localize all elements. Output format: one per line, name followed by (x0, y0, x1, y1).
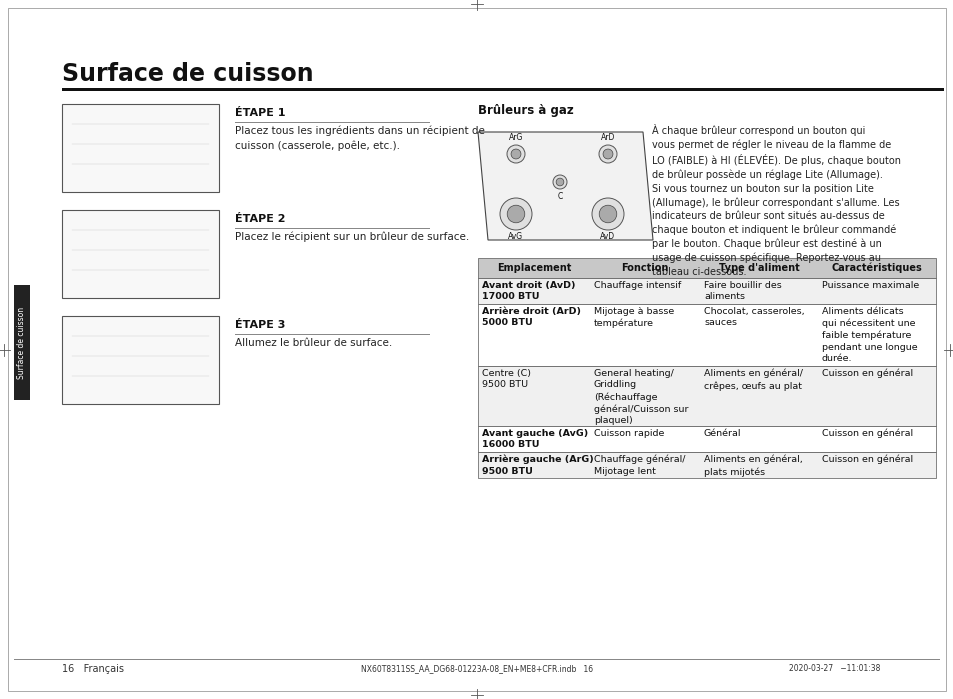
Text: Arrière gauche (ArG)
9500 BTU: Arrière gauche (ArG) 9500 BTU (481, 455, 593, 476)
Bar (234, 334, 430, 335)
Text: AvD: AvD (599, 232, 615, 241)
Text: ÉTAPE 2: ÉTAPE 2 (234, 214, 285, 224)
Bar (62, 210, 219, 298)
Bar (234, 228, 430, 229)
Text: AvG: AvG (508, 232, 523, 241)
Circle shape (507, 206, 524, 223)
Text: Placez tous les ingrédients dans un récipient de
cuisson (casserole, poêle, etc.: Placez tous les ingrédients dans un réci… (234, 126, 484, 151)
Bar (477, 304, 935, 366)
Text: Cuisson en général: Cuisson en général (821, 455, 912, 465)
Text: Chauffage général/
Mijotage lent: Chauffage général/ Mijotage lent (594, 455, 685, 476)
Bar (477, 258, 935, 278)
Text: Avant droit (AvD)
17000 BTU: Avant droit (AvD) 17000 BTU (481, 281, 575, 301)
Text: ArG: ArG (508, 133, 522, 142)
Text: Puissance maximale: Puissance maximale (821, 281, 919, 290)
Text: 2020-03-27   −11:01:38: 2020-03-27 −11:01:38 (788, 664, 879, 673)
Circle shape (602, 149, 613, 159)
Circle shape (598, 145, 617, 163)
Text: Fonction: Fonction (620, 263, 668, 273)
Text: Mijotage à basse
température: Mijotage à basse température (594, 307, 674, 328)
Circle shape (592, 198, 623, 230)
Text: Aliments en général,
plats mijotés: Aliments en général, plats mijotés (703, 455, 801, 477)
Bar (477, 278, 935, 304)
Bar (477, 366, 935, 426)
Bar (14, 659, 939, 660)
Text: Cuisson rapide: Cuisson rapide (594, 429, 663, 438)
Circle shape (511, 149, 520, 159)
Text: Brûleurs à gaz: Brûleurs à gaz (477, 104, 573, 117)
Bar (62, 104, 219, 192)
Text: Allumez le brûleur de surface.: Allumez le brûleur de surface. (234, 338, 392, 348)
Text: General heating/
Griddling
(Réchauffage
général/Cuisson sur
plaquel): General heating/ Griddling (Réchauffage … (594, 369, 688, 425)
Circle shape (598, 206, 617, 223)
Bar (477, 452, 935, 478)
Bar (14, 285, 30, 400)
Circle shape (506, 145, 524, 163)
Text: Type d'aliment: Type d'aliment (718, 263, 799, 273)
Text: Surface de cuisson: Surface de cuisson (17, 306, 27, 379)
Text: Caractéristiques: Caractéristiques (831, 263, 922, 273)
Text: ÉTAPE 3: ÉTAPE 3 (234, 320, 285, 330)
Bar (62, 88, 943, 91)
Circle shape (553, 175, 566, 189)
Text: Arrière droit (ArD)
5000 BTU: Arrière droit (ArD) 5000 BTU (481, 307, 580, 327)
Text: Aliments délicats
qui nécessitent une
faible température
pendant une longue
duré: Aliments délicats qui nécessitent une fa… (821, 307, 917, 363)
Text: Placez le récipient sur un brûleur de surface.: Placez le récipient sur un brûleur de su… (234, 232, 469, 243)
Circle shape (556, 178, 563, 186)
Text: Chocolat, casseroles,
sauces: Chocolat, casseroles, sauces (703, 307, 803, 327)
Text: Cuisson en général: Cuisson en général (821, 369, 912, 378)
Text: À chaque brûleur correspond un bouton qui
vous permet de régler le niveau de la : À chaque brûleur correspond un bouton qu… (651, 124, 900, 277)
Text: ÉTAPE 1: ÉTAPE 1 (234, 108, 285, 118)
Text: C: C (557, 192, 562, 201)
Bar (62, 316, 219, 404)
Polygon shape (477, 132, 652, 240)
Text: NX60T8311SS_AA_DG68-01223A-08_EN+ME8+CFR.indb   16: NX60T8311SS_AA_DG68-01223A-08_EN+ME8+CFR… (360, 664, 593, 673)
Text: Avant gauche (AvG)
16000 BTU: Avant gauche (AvG) 16000 BTU (481, 429, 588, 449)
Bar (234, 122, 430, 123)
Text: Faire bouillir des
aliments: Faire bouillir des aliments (703, 281, 781, 301)
Text: 16   Français: 16 Français (62, 664, 124, 674)
Text: Emplacement: Emplacement (497, 263, 571, 273)
Text: ArD: ArD (600, 133, 615, 142)
Text: Général: Général (703, 429, 740, 438)
Text: Centre (C)
9500 BTU: Centre (C) 9500 BTU (481, 369, 531, 389)
Text: Chauffage intensif: Chauffage intensif (594, 281, 680, 290)
Circle shape (499, 198, 532, 230)
Text: Cuisson en général: Cuisson en général (821, 429, 912, 438)
Text: Surface de cuisson: Surface de cuisson (62, 62, 314, 86)
Bar (477, 426, 935, 452)
Text: Aliments en général/
crêpes, œufs au plat: Aliments en général/ crêpes, œufs au pla… (703, 369, 802, 391)
